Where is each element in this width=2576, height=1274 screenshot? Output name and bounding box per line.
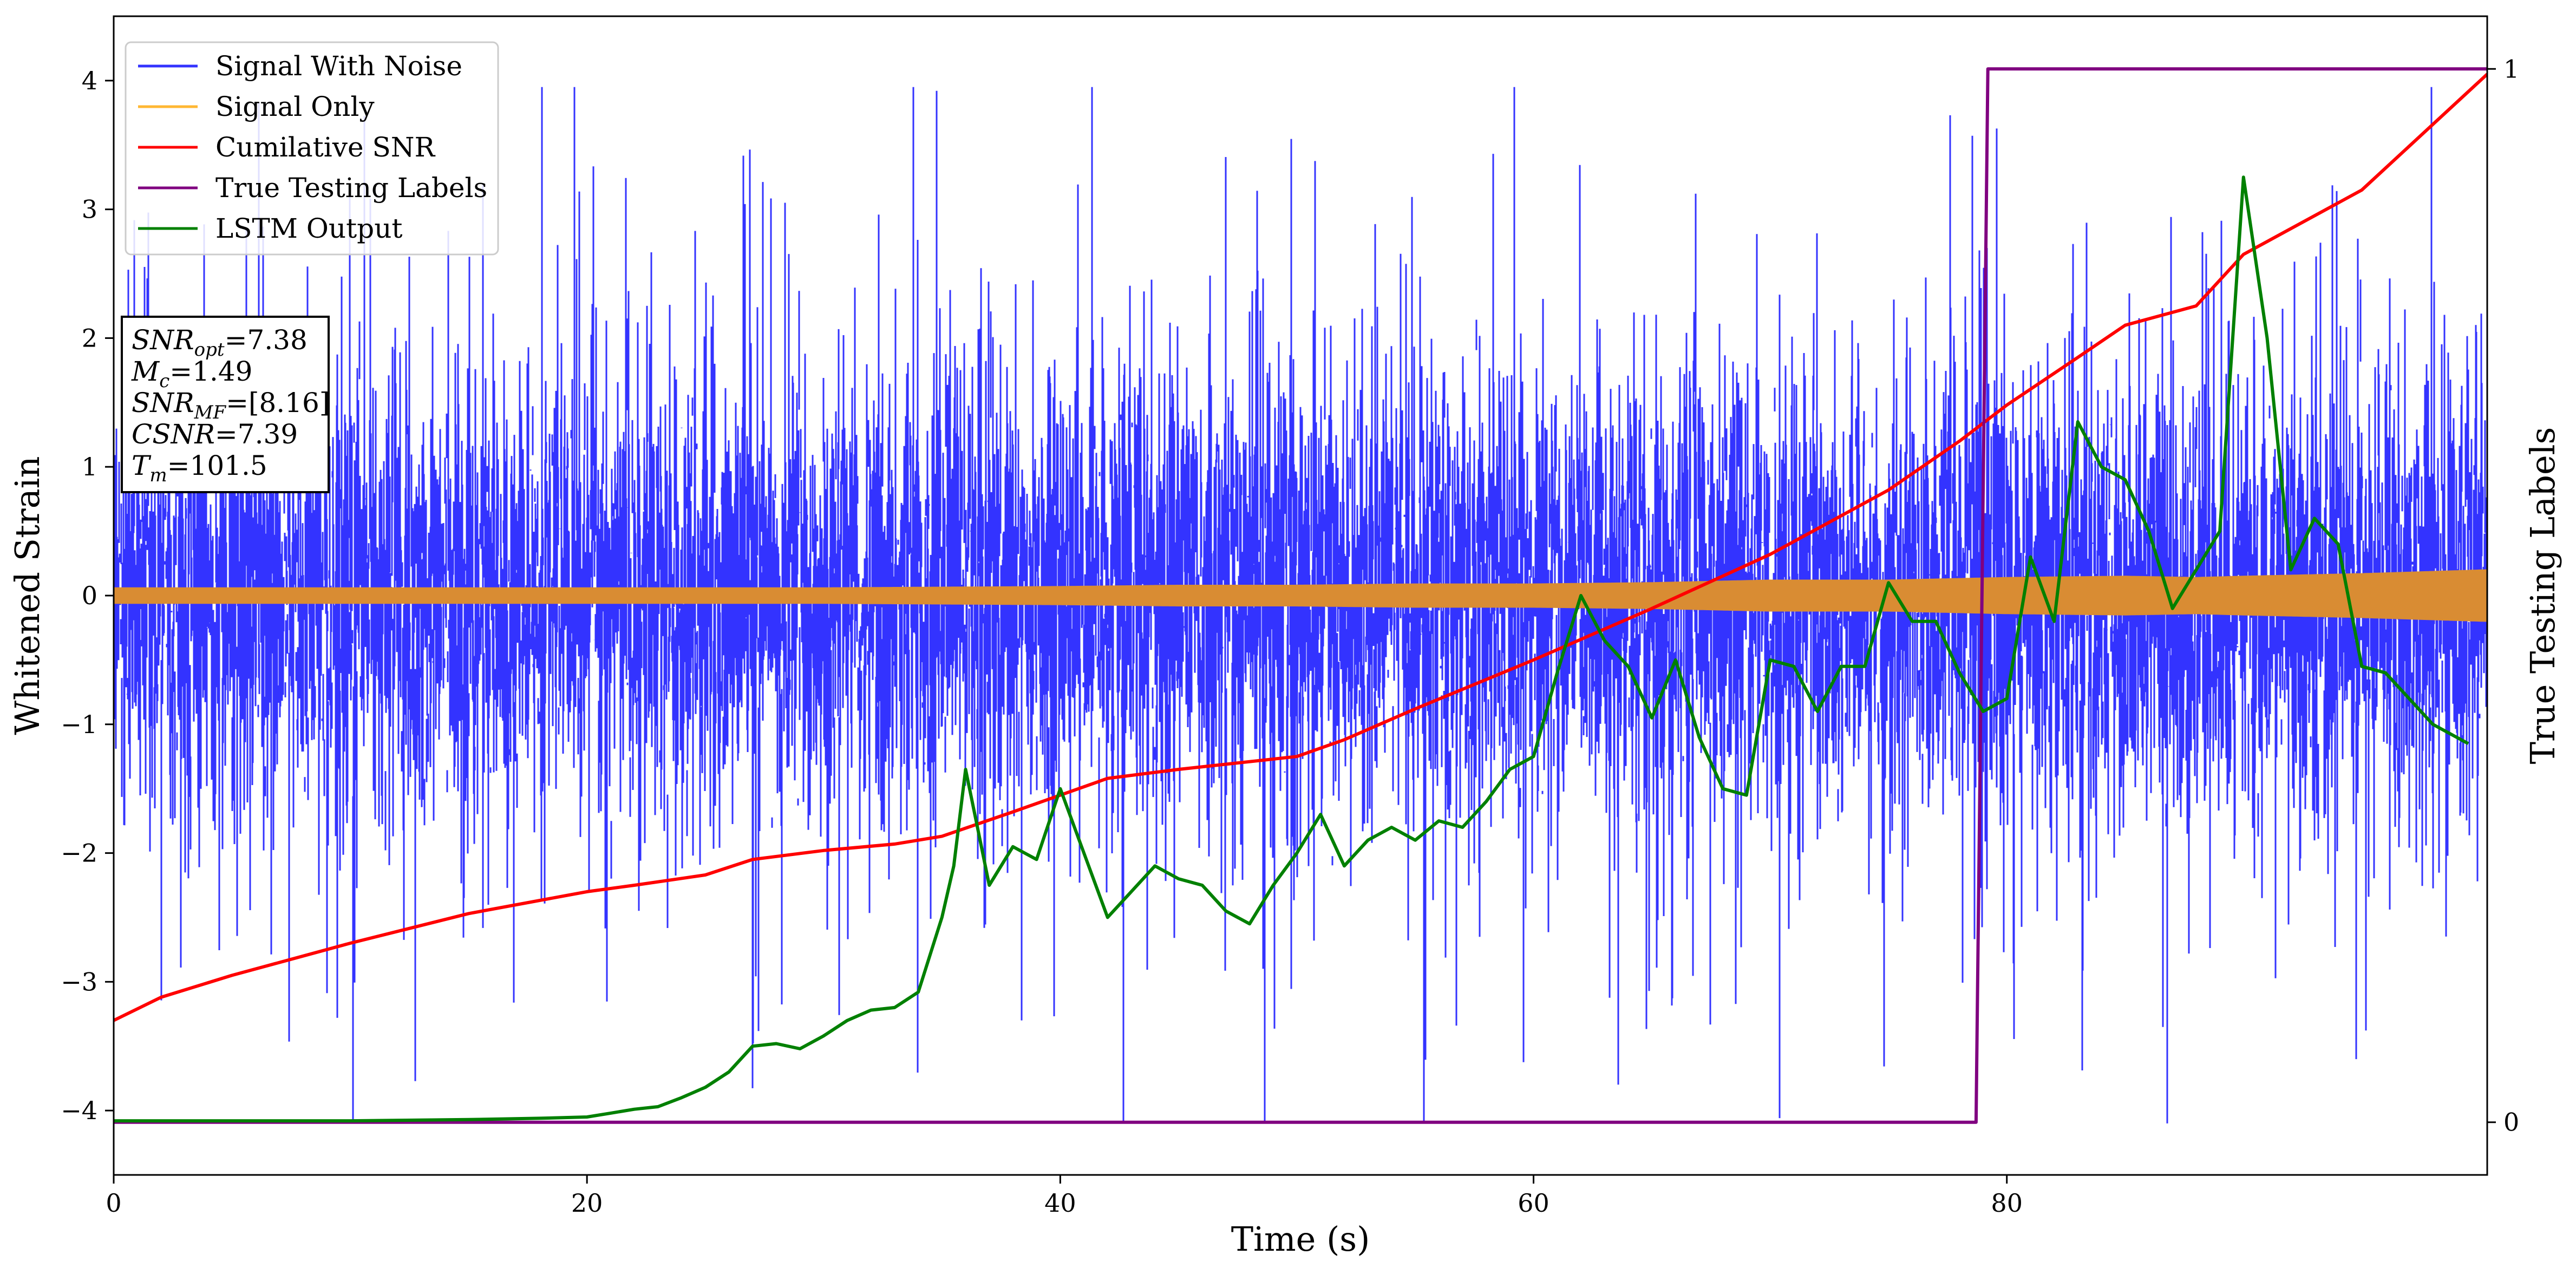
- annotation-name: CSNR: [132, 419, 215, 450]
- annotation-value: =7.39: [215, 419, 298, 450]
- y-axis-ticks: −4 −3 −2 −1 0 1 2 3 4: [61, 66, 114, 1125]
- annotation-name: T: [132, 450, 152, 481]
- y2-tick-label: 1: [2503, 54, 2519, 83]
- legend-item-cumilative-snr: Cumilative SNR: [138, 132, 435, 163]
- annotation-line-csnr: CSNR=7.39: [132, 419, 298, 450]
- y-tick-label: −1: [61, 710, 97, 739]
- annotation-box: SNRopt=7.38 Mc=1.49 SNRMF=[8.16] CSNR=7.…: [121, 316, 330, 493]
- y-tick-label: 1: [82, 452, 97, 481]
- y-tick-label: 0: [82, 581, 97, 610]
- y2-axis-label: True Testing Labels: [2523, 427, 2562, 765]
- y-axis-label: Whitened Strain: [8, 456, 47, 735]
- cumilative-snr-series: [114, 73, 2487, 1022]
- lstm-output-series: [114, 175, 2469, 1123]
- legend-item-signal-only: Signal Only: [138, 91, 375, 122]
- legend-label-signal-only: Signal Only: [215, 91, 375, 122]
- annotation-line-snr-mf: SNRMF=[8.16]: [132, 387, 330, 423]
- y-tick-label: −3: [61, 967, 97, 996]
- annotation-name: SNR: [132, 324, 194, 356]
- annotation-value: =[8.16]: [226, 387, 330, 419]
- x-tick-label: 20: [571, 1188, 603, 1218]
- x-tick-label: 0: [106, 1188, 121, 1218]
- annotation-value: =101.5: [167, 450, 267, 481]
- x-axis-label: Time (s): [1231, 1219, 1370, 1259]
- legend-label-lstm-output: LSTM Output: [215, 213, 402, 244]
- legend-item-signal-with-noise: Signal With Noise: [138, 50, 462, 82]
- plot-frame: [113, 15, 2488, 1176]
- legend-item-lstm-output: LSTM Output: [138, 213, 402, 244]
- annotation-line-snr-opt: SNRopt=7.38: [132, 324, 308, 361]
- y-tick-label: 3: [82, 195, 97, 224]
- annotation-subscript: opt: [194, 339, 225, 361]
- annotation-value: =1.49: [169, 356, 252, 387]
- x-axis-ticks: 0 20 40 60 80: [106, 1175, 2023, 1218]
- lstm-output-line: [114, 175, 2469, 1123]
- legend-label-cumilative-snr: Cumilative SNR: [215, 132, 435, 163]
- y-tick-label: 4: [82, 66, 97, 95]
- plot-area: [114, 67, 2487, 1124]
- annotation-frame: [121, 316, 330, 493]
- legend-label-true-testing-labels: True Testing Labels: [215, 172, 487, 204]
- x-tick-label: 40: [1044, 1188, 1076, 1218]
- annotation-line-tm: Tm=101.5: [132, 450, 267, 486]
- legend: Signal With Noise Signal Only Cumilative…: [125, 41, 499, 256]
- legend-box: [125, 41, 499, 256]
- y-tick-label: 2: [82, 323, 97, 352]
- y2-tick-label: 0: [2503, 1108, 2519, 1137]
- x-tick-label: 80: [1991, 1188, 2023, 1218]
- y-tick-label: −4: [61, 1096, 97, 1125]
- annotation-name: SNR: [132, 387, 194, 419]
- legend-label-signal-with-noise: Signal With Noise: [215, 50, 462, 82]
- cumilative-snr-line: [114, 73, 2487, 1022]
- signal-only-series: [114, 569, 2487, 622]
- annotation-value: =7.38: [225, 324, 308, 356]
- legend-item-true-testing-labels: True Testing Labels: [138, 172, 487, 204]
- annotation-name: M: [131, 356, 160, 387]
- annotation-subscript: c: [159, 370, 169, 392]
- true-testing-labels-series: [114, 67, 2487, 1124]
- signal-only-band: [114, 569, 2487, 622]
- true-testing-labels-line: [114, 67, 2487, 1124]
- annotation-subscript: m: [149, 465, 167, 486]
- y-tick-label: −2: [61, 839, 97, 868]
- annotation-line-mc: Mc=1.49: [131, 356, 252, 392]
- x-tick-label: 60: [1518, 1188, 1549, 1218]
- y2-axis-ticks: 01: [2487, 54, 2519, 1137]
- annotation-subscript: MF: [194, 402, 227, 423]
